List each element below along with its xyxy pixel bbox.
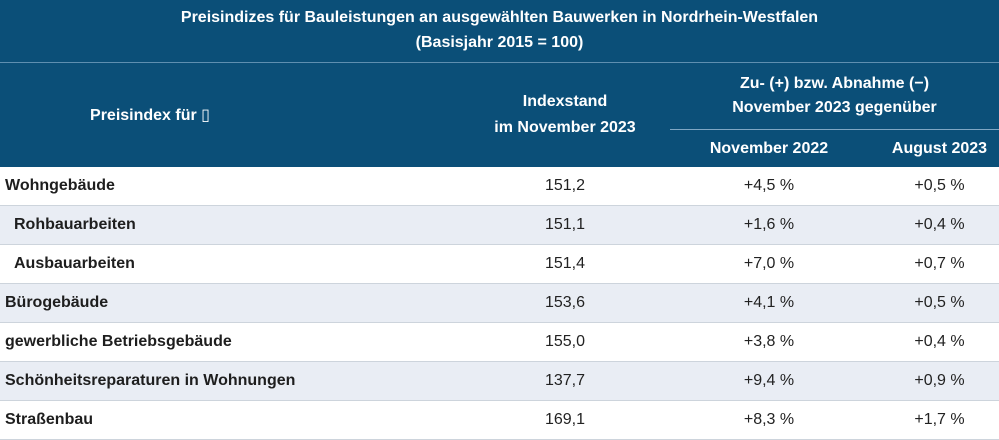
row-index-value: 137,7 [544, 372, 586, 389]
row-change-august: +0,4 % [914, 216, 965, 233]
header-change-group: Zu- (+) bzw. Abnahme (−) November 2023 g… [670, 63, 999, 129]
table-row: gewerbliche Betriebsgebäude 155,0 +3,8 %… [0, 323, 999, 362]
table-row: Rohbauarbeiten 151,1 +1,6 % +0,4 % [0, 206, 999, 245]
header-index-line-1: Indexstand [522, 93, 608, 110]
row-index-value: 151,1 [544, 216, 586, 233]
row-change-november: +3,8 % [743, 333, 795, 350]
table-row: Straßenbau 169,1 +8,3 % +1,7 % [0, 401, 999, 440]
header-sub1-text: November 2022 [709, 139, 829, 157]
row-change-august: +1,7 % [914, 411, 965, 428]
header-label-text: Preisindex für ▯ [90, 107, 210, 124]
header-group-line-1: Zu- (+) bzw. Abnahme (−) [739, 75, 930, 92]
header-sub2-text: August 2023 [891, 139, 988, 157]
header-august-2023: August 2023 [880, 130, 999, 167]
row-index-value: 151,2 [544, 177, 586, 194]
title-separator [0, 62, 999, 63]
row-label: Wohngebäude [5, 177, 115, 194]
row-change-november: +4,1 % [743, 294, 795, 311]
header-november-2022: November 2022 [670, 130, 868, 167]
row-label: Bürogebäude [5, 294, 109, 311]
header-label-column: Preisindex für ▯ [0, 63, 300, 167]
table-row: Schönheitsreparaturen in Wohnungen 137,7… [0, 362, 999, 401]
row-change-august: +0,7 % [914, 255, 965, 272]
row-change-august: +0,5 % [914, 177, 965, 194]
table-row: Wohngebäude 151,2 +4,5 % +0,5 % [0, 167, 999, 206]
header-index-column: Indexstand im November 2023 [460, 63, 670, 167]
row-change-august: +0,5 % [914, 294, 965, 311]
title-line-2: (Basisjahr 2015 = 100) [415, 34, 584, 51]
header-group-divider [670, 129, 999, 130]
row-change-august: +0,4 % [914, 333, 965, 350]
row-change-november: +7,0 % [743, 255, 795, 272]
title-line-1: Preisindizes für Bauleistungen an ausgew… [180, 9, 819, 26]
header-group-line-2: November 2023 gegenüber [732, 99, 937, 116]
table-row: Ausbauarbeiten 151,4 +7,0 % +0,7 % [0, 245, 999, 284]
row-index-value: 155,0 [544, 333, 586, 350]
row-label: Schönheitsreparaturen in Wohnungen [5, 372, 296, 389]
table-title: Preisindizes für Bauleistungen an ausgew… [0, 0, 999, 62]
row-change-november: +1,6 % [743, 216, 795, 233]
row-change-november: +4,5 % [743, 177, 795, 194]
row-index-value: 151,4 [544, 255, 586, 272]
row-label: Straßenbau [5, 411, 94, 428]
row-label: gewerbliche Betriebsgebäude [5, 333, 232, 350]
table-body: Wohngebäude 151,2 +4,5 % +0,5 % Rohbauar… [0, 167, 999, 440]
header-index-line-2: im November 2023 [494, 119, 636, 136]
row-change-november: +9,4 % [743, 372, 795, 389]
row-change-august: +0,9 % [914, 372, 965, 389]
table-header: Preisindex für ▯ Indexstand im November … [0, 63, 999, 167]
table-row: Bürogebäude 153,6 +4,1 % +0,5 % [0, 284, 999, 323]
row-change-november: +8,3 % [743, 411, 795, 428]
row-label: Rohbauarbeiten [14, 216, 136, 233]
row-index-value: 169,1 [544, 411, 586, 428]
row-index-value: 153,6 [544, 294, 586, 311]
row-label: Ausbauarbeiten [14, 255, 135, 272]
